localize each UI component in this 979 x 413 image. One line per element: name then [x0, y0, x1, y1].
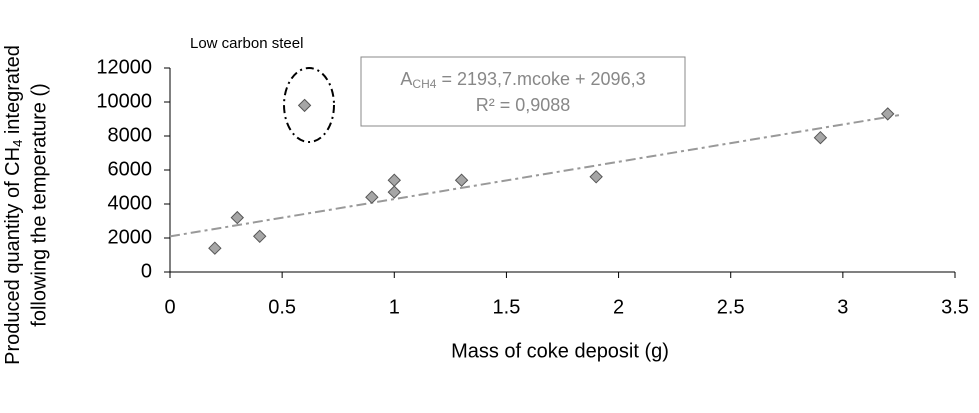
outlier-ellipse: [283, 67, 335, 143]
eq-rest: = 2193,7.mcoke + 2096,3: [436, 69, 645, 89]
point: [208, 241, 222, 255]
y-axis-label-2: following the temperature (): [28, 83, 50, 326]
x-tick-label: 0: [164, 296, 175, 318]
x-tick-label: 3: [837, 296, 848, 318]
y-label-a: Produced quantity of CH: [2, 147, 24, 365]
point: [813, 130, 828, 145]
point: [297, 98, 312, 113]
y-tick-label: 8000: [108, 124, 153, 146]
y-tick-label: 2000: [108, 226, 153, 248]
r-squared: R² = 0,9088: [476, 95, 571, 115]
eq-a: A: [400, 69, 412, 89]
y-tick-label: 12000: [96, 56, 152, 78]
x-tick-label: 2.5: [717, 296, 745, 318]
equation: ACH4 = 2193,7.mcoke + 2096,3: [400, 69, 645, 91]
point: [253, 229, 267, 244]
point: [230, 210, 244, 225]
point: [365, 190, 379, 204]
point: [454, 173, 469, 187]
x-tick-label: 2: [613, 296, 624, 318]
outlier-label: Low carbon steel: [190, 35, 303, 52]
y-axis-label-1: Produced quantity of CH4 integrated: [2, 45, 25, 365]
x-tick-label: 1: [389, 296, 400, 318]
point: [881, 107, 895, 121]
equation-box: [360, 56, 686, 127]
y-label-b: integrated: [2, 45, 24, 140]
trendline: [169, 114, 900, 238]
point: [387, 185, 401, 199]
eq-sub: CH4: [412, 77, 436, 91]
x-tick-label: 0.5: [268, 296, 296, 318]
point: [589, 170, 603, 184]
x-axis-label: Mass of coke deposit (g): [451, 340, 669, 362]
y-tick-label: 0: [141, 260, 152, 282]
y-tick-label: 6000: [108, 158, 153, 180]
y-tick-label: 10000: [96, 90, 152, 112]
x-tick-label: 1.5: [493, 296, 521, 318]
x-tick-label: 3.5: [941, 296, 969, 318]
y-tick-label: 4000: [108, 192, 153, 214]
y-label-sub: 4: [10, 140, 25, 147]
point: [387, 173, 401, 187]
